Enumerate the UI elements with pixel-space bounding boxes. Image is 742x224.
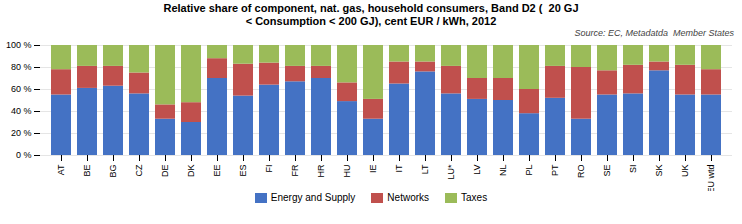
svg-text:SI: SI bbox=[628, 165, 638, 174]
svg-text:DE: DE bbox=[160, 165, 170, 178]
svg-text:0 %: 0 % bbox=[16, 150, 32, 160]
html-text:Taxes: Taxes bbox=[461, 192, 488, 203]
svg-text:FI: FI bbox=[264, 165, 274, 173]
svg-text:HR: HR bbox=[316, 164, 326, 177]
svg-text:20 %: 20 % bbox=[11, 128, 32, 138]
svg-text:EU wtd: EU wtd bbox=[706, 165, 716, 192]
svg-text:SK: SK bbox=[654, 165, 664, 177]
svg-text:UK: UK bbox=[680, 165, 690, 178]
svg-text:CZ: CZ bbox=[134, 164, 144, 176]
svg-text:BG: BG bbox=[108, 165, 118, 178]
html-text:Source: EC, Metadatda Member S: Source: EC, Metadatda Member States bbox=[574, 28, 734, 38]
svg-text:40 %: 40 % bbox=[11, 106, 32, 116]
html-text:Relative share of component, n: Relative share of component, nat. gas, h… bbox=[163, 2, 579, 27]
svg-text:PL: PL bbox=[524, 165, 534, 176]
svg-text:RO: RO bbox=[576, 165, 586, 179]
svg-text:BE: BE bbox=[82, 165, 92, 177]
svg-text:ES: ES bbox=[238, 165, 248, 177]
svg-text:IE: IE bbox=[368, 165, 378, 174]
svg-text:LU*: LU* bbox=[446, 164, 456, 180]
svg-text:PT: PT bbox=[550, 164, 560, 176]
html-text:Networks: Networks bbox=[387, 192, 429, 203]
svg-text:100 %: 100 % bbox=[6, 40, 32, 50]
svg-text:HU: HU bbox=[342, 165, 352, 178]
svg-text:EE: EE bbox=[212, 165, 222, 177]
html-text:Energy and Supply: Energy and Supply bbox=[270, 192, 356, 203]
svg-text:60 %: 60 % bbox=[11, 84, 32, 94]
svg-text:FR: FR bbox=[290, 164, 300, 176]
svg-text:DK: DK bbox=[186, 165, 196, 178]
svg-text:IT: IT bbox=[394, 164, 404, 173]
svg-text:80 %: 80 % bbox=[11, 62, 32, 72]
svg-text:SE: SE bbox=[602, 165, 612, 177]
svg-text:LV: LV bbox=[472, 165, 482, 175]
svg-text:NL: NL bbox=[498, 165, 508, 177]
svg-text:AT: AT bbox=[56, 164, 66, 175]
svg-text:LT: LT bbox=[420, 164, 430, 174]
